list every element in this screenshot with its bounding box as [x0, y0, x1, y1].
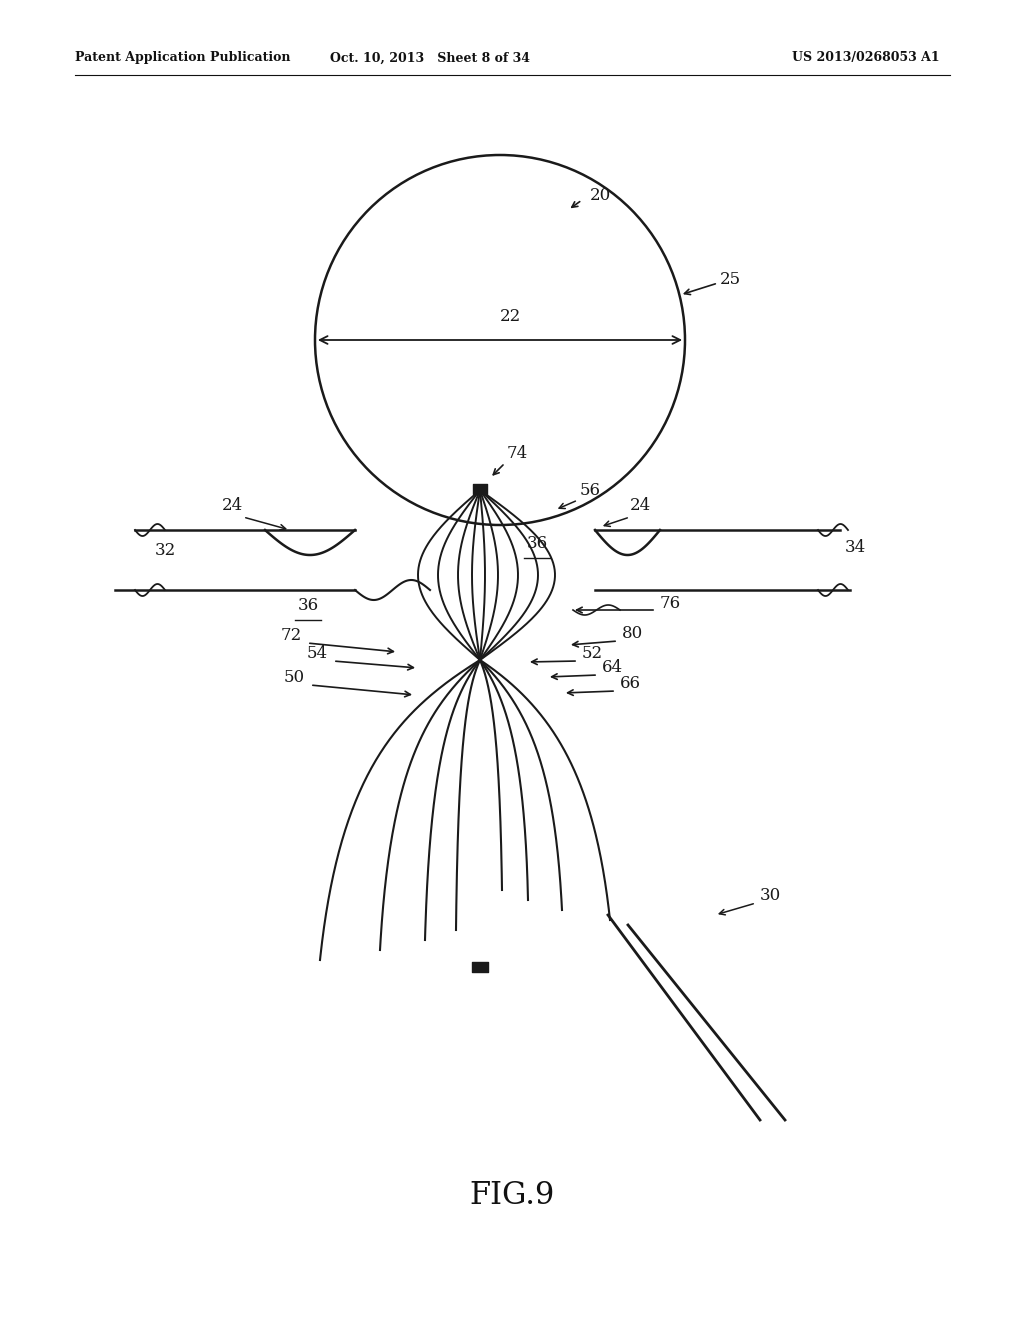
Text: 34: 34 [845, 539, 866, 556]
Text: 54: 54 [307, 645, 328, 663]
Text: US 2013/0268053 A1: US 2013/0268053 A1 [793, 51, 940, 65]
Text: 32: 32 [155, 543, 176, 558]
Text: 20: 20 [590, 186, 611, 203]
Text: 36: 36 [297, 597, 318, 614]
Text: 22: 22 [500, 308, 520, 325]
Text: 80: 80 [622, 624, 643, 642]
Text: 56: 56 [580, 482, 601, 499]
Text: 74: 74 [507, 445, 528, 462]
Text: 36: 36 [526, 535, 548, 552]
Text: 52: 52 [582, 645, 603, 663]
Text: Patent Application Publication: Patent Application Publication [75, 51, 291, 65]
Text: 66: 66 [620, 675, 641, 692]
Text: Oct. 10, 2013   Sheet 8 of 34: Oct. 10, 2013 Sheet 8 of 34 [330, 51, 530, 65]
Text: 25: 25 [720, 272, 741, 289]
Text: 24: 24 [221, 498, 243, 513]
Text: 24: 24 [630, 498, 650, 513]
Text: 64: 64 [602, 659, 624, 676]
Text: 30: 30 [760, 887, 781, 904]
Text: 72: 72 [281, 627, 302, 644]
Text: 50: 50 [284, 669, 305, 686]
Text: 76: 76 [660, 595, 681, 612]
Text: FIG.9: FIG.9 [469, 1180, 555, 1210]
